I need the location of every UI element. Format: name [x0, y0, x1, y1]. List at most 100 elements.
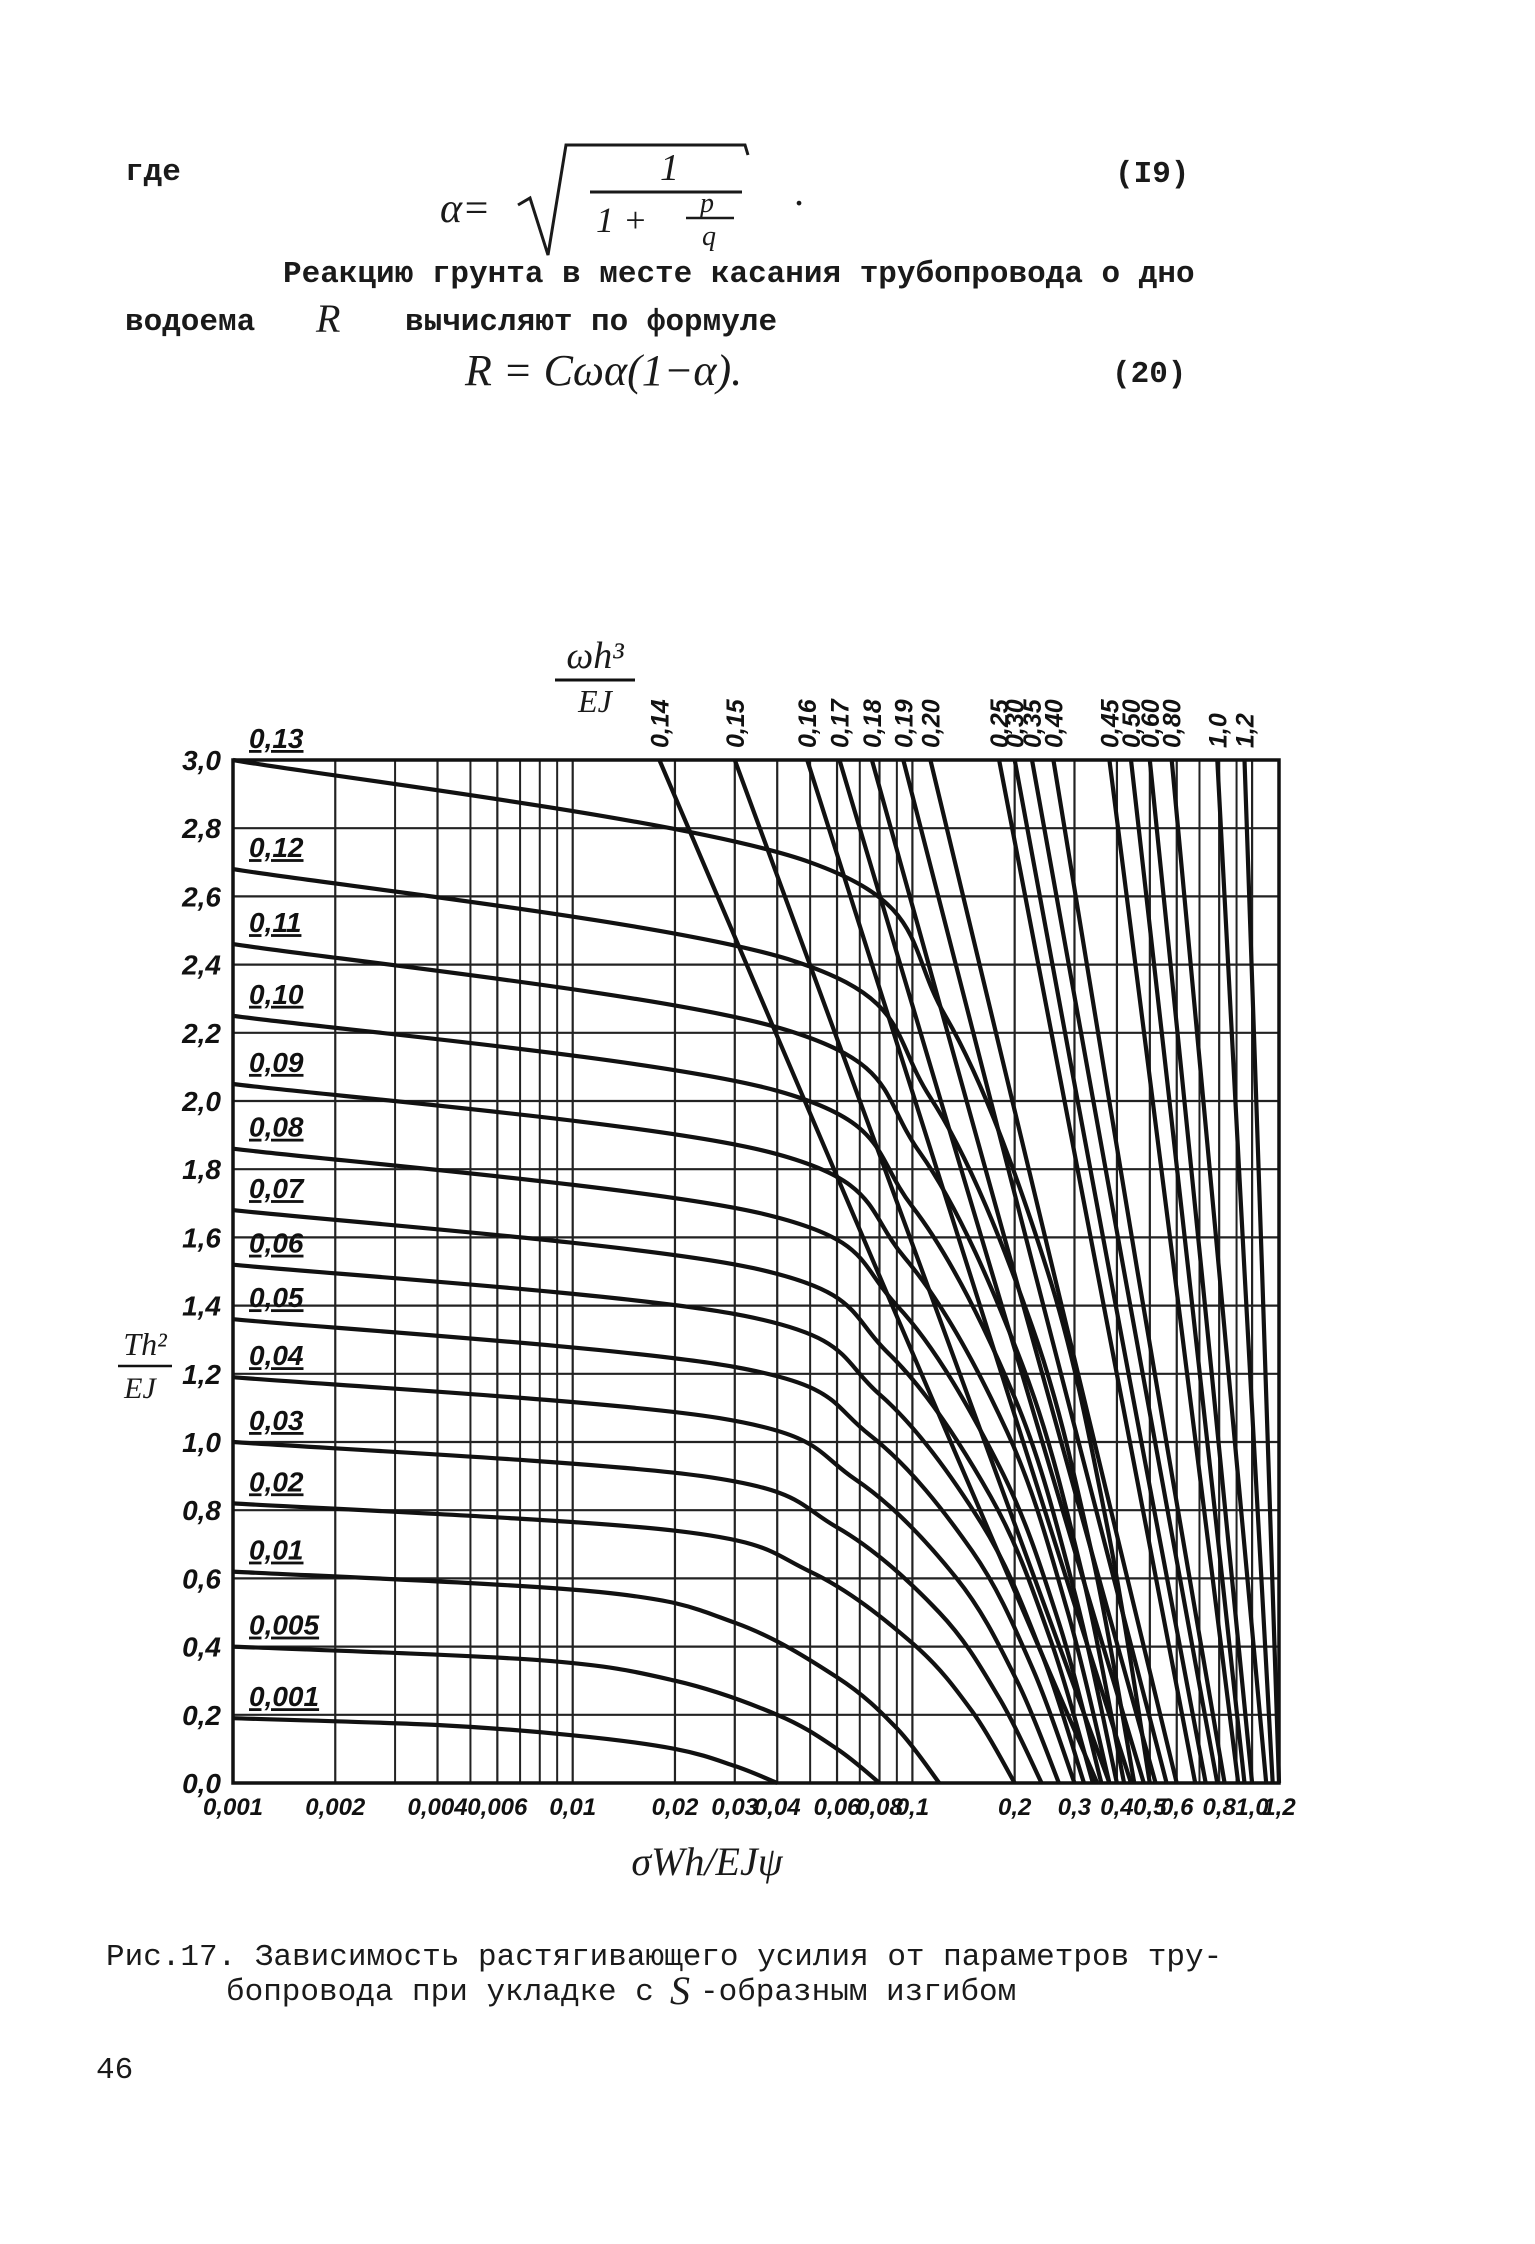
y-label-num: Th² [123, 1326, 168, 1362]
y-tick-label: 2,6 [181, 881, 221, 912]
curve [1147, 759, 1255, 1784]
curve-label: 0,40 [1040, 699, 1068, 748]
curve [837, 759, 1146, 1784]
caption-symbol: S [670, 1968, 690, 2013]
paragraph-line: водоема [125, 305, 255, 340]
curve-label: 0,03 [249, 1405, 304, 1436]
curve [928, 759, 1179, 1784]
curve [1215, 759, 1275, 1784]
y-tick-label: 1,6 [182, 1222, 221, 1253]
y-tick-label: 1,8 [182, 1154, 221, 1185]
x-tick-label: 1,2 [1262, 1794, 1296, 1821]
y-tick-label: 2,0 [181, 1086, 221, 1117]
x-tick-label: 0,6 [1160, 1794, 1194, 1821]
y-tick-label: 1,0 [182, 1427, 221, 1458]
curve-label: 0,001 [249, 1681, 319, 1712]
y-tick-label: 1,2 [182, 1359, 221, 1390]
y-tick-label: 3,0 [182, 745, 221, 776]
y-tick-label: 2,8 [181, 813, 221, 844]
eq-lhs: α= [440, 186, 490, 232]
curve-label: 0,18 [859, 699, 887, 748]
curve-label: 0,20 [917, 699, 945, 748]
curve [1128, 759, 1247, 1784]
eq-p: p [698, 188, 714, 219]
curve [869, 759, 1158, 1784]
curve [657, 759, 1100, 1784]
chart: ωh³ EJ Th² EJ σWh/EJψ 0,001 0,002 0,004 0,0… [118, 635, 1296, 1884]
x-tick-label: 0,02 [652, 1794, 699, 1821]
curve-label: 0,10 [249, 979, 304, 1010]
curve-label: 0,14 [646, 699, 674, 748]
curve-label: 0,005 [249, 1610, 319, 1641]
curve-label: 0,45 [1096, 698, 1124, 748]
curve-label: 0,15 [722, 698, 750, 748]
curve-label: 0,07 [249, 1173, 305, 1204]
equation-19: α= 1 1 + p q . [440, 143, 805, 256]
y-tick-label: 2,2 [181, 1018, 221, 1049]
curve [232, 1013, 1119, 1784]
curve [232, 1146, 1104, 1784]
x-tick-label: 0,01 [549, 1794, 596, 1821]
x-tick-label: 0,06 [814, 1794, 861, 1821]
x-tick-label: 0,08 [856, 1794, 903, 1821]
curve [232, 757, 1152, 1784]
curve [1051, 759, 1227, 1784]
x-tick-label: 1,0 [1235, 1794, 1269, 1821]
eq-dot: . [795, 169, 805, 214]
curve [732, 759, 1112, 1784]
curve [232, 1081, 1112, 1784]
x-tick-label: 0,004 [407, 1794, 467, 1821]
caption-line: Рис.17. Зависимость растягивающего усили… [106, 1940, 1222, 1975]
equation-20: R = Cωα(1−α). [464, 346, 742, 395]
curve-label: 0,35 [1019, 698, 1047, 748]
curve-label: 0,09 [249, 1047, 304, 1078]
curve-label: 1,2 [1232, 713, 1260, 748]
curve [232, 1569, 941, 1785]
curve-label: 0,01 [249, 1535, 304, 1566]
curve-label: 0,19 [890, 699, 918, 748]
x-tick-label: 0,3 [1058, 1794, 1092, 1821]
where: где [125, 155, 181, 190]
y-tick-label: 1,4 [182, 1291, 221, 1322]
eq-den: 1 + [596, 200, 647, 240]
x-tick-label: 0,4 [1100, 1794, 1133, 1821]
y-tick-label: 0,6 [182, 1563, 221, 1594]
x-tick-label: 0,001 [203, 1794, 263, 1821]
caption-line: бопровода при укладке с [226, 1975, 654, 2010]
curve [1242, 759, 1282, 1784]
curve-label: 0,13 [249, 723, 304, 754]
curve-label: 0,60 [1137, 699, 1165, 748]
plot-frame [231, 758, 1281, 1785]
curve-label: 0,02 [249, 1466, 304, 1497]
x-tick-label: 0,1 [896, 1794, 929, 1821]
x-tick-label: 0,5 [1133, 1794, 1167, 1821]
curve [1029, 759, 1220, 1784]
curve [1107, 759, 1241, 1784]
curve-label: 0,11 [249, 907, 301, 938]
y-tick-label: 0,0 [182, 1768, 221, 1799]
paragraph-line: Реакцию грунта в месте касания трубопров… [283, 257, 1195, 292]
curve-label: 0,04 [249, 1340, 304, 1371]
curve-label: 1,0 [1204, 713, 1232, 748]
curve [232, 1375, 1061, 1784]
equation-number: (20) [1112, 357, 1186, 392]
curve-label: 0,06 [249, 1228, 304, 1259]
y-tick-label: 0,2 [182, 1700, 221, 1731]
curve-label: 0,50 [1118, 699, 1146, 748]
equation-number: (I9) [1115, 157, 1189, 192]
curve [232, 1439, 1044, 1784]
curve [232, 1208, 1095, 1784]
curve-label: 0,17 [826, 698, 854, 748]
curve-label: 0,16 [794, 698, 822, 748]
curve [232, 1644, 881, 1785]
x-tick-label: 0,04 [754, 1794, 801, 1821]
y-tick-label: 0,4 [182, 1632, 221, 1663]
x-tick-label: 0,002 [305, 1794, 366, 1821]
y-tick-label: 2,4 [181, 950, 221, 981]
eq-num: 1 [660, 147, 679, 189]
curve-label: 0,12 [249, 832, 304, 863]
y-label-den: EJ [123, 1372, 157, 1405]
x-tick-label: 0,03 [711, 1794, 758, 1821]
x-tick-label: 0,8 [1202, 1794, 1236, 1821]
